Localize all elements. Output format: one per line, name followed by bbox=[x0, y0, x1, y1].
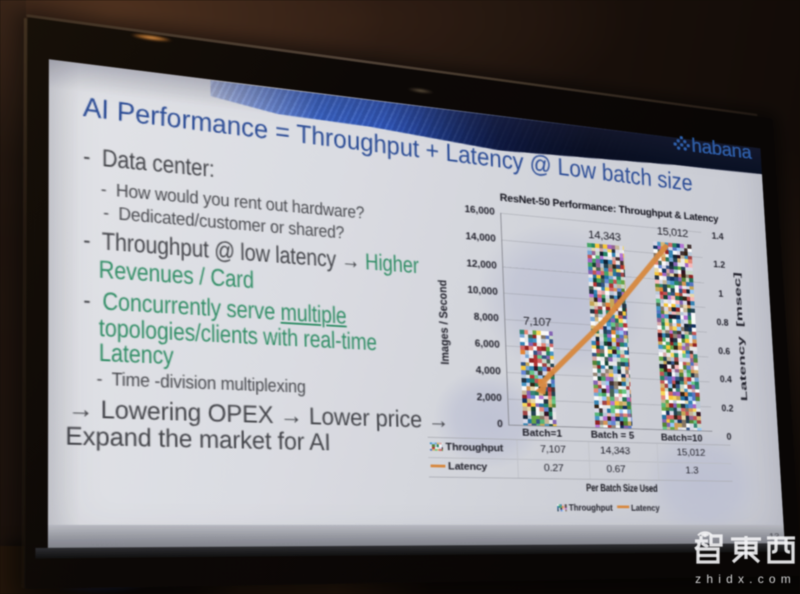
svg-text:habana: habana bbox=[691, 136, 752, 164]
